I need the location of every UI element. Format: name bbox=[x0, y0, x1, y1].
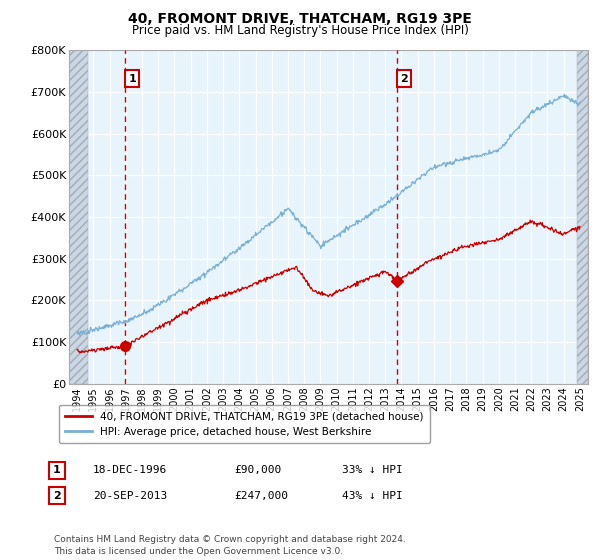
Text: £247,000: £247,000 bbox=[234, 491, 288, 501]
Text: Price paid vs. HM Land Registry's House Price Index (HPI): Price paid vs. HM Land Registry's House … bbox=[131, 24, 469, 36]
Text: Contains HM Land Registry data © Crown copyright and database right 2024.
This d: Contains HM Land Registry data © Crown c… bbox=[54, 535, 406, 556]
Text: 43% ↓ HPI: 43% ↓ HPI bbox=[342, 491, 403, 501]
Text: 2: 2 bbox=[53, 491, 61, 501]
Text: £90,000: £90,000 bbox=[234, 465, 281, 475]
Legend: 40, FROMONT DRIVE, THATCHAM, RG19 3PE (detached house), HPI: Average price, deta: 40, FROMONT DRIVE, THATCHAM, RG19 3PE (d… bbox=[59, 405, 430, 443]
Text: 1: 1 bbox=[128, 74, 136, 84]
Text: 18-DEC-1996: 18-DEC-1996 bbox=[93, 465, 167, 475]
Text: 33% ↓ HPI: 33% ↓ HPI bbox=[342, 465, 403, 475]
Polygon shape bbox=[577, 50, 588, 384]
Polygon shape bbox=[69, 50, 88, 384]
Text: 40, FROMONT DRIVE, THATCHAM, RG19 3PE: 40, FROMONT DRIVE, THATCHAM, RG19 3PE bbox=[128, 12, 472, 26]
Text: 1: 1 bbox=[53, 465, 61, 475]
Text: 2: 2 bbox=[400, 74, 408, 84]
Text: 20-SEP-2013: 20-SEP-2013 bbox=[93, 491, 167, 501]
